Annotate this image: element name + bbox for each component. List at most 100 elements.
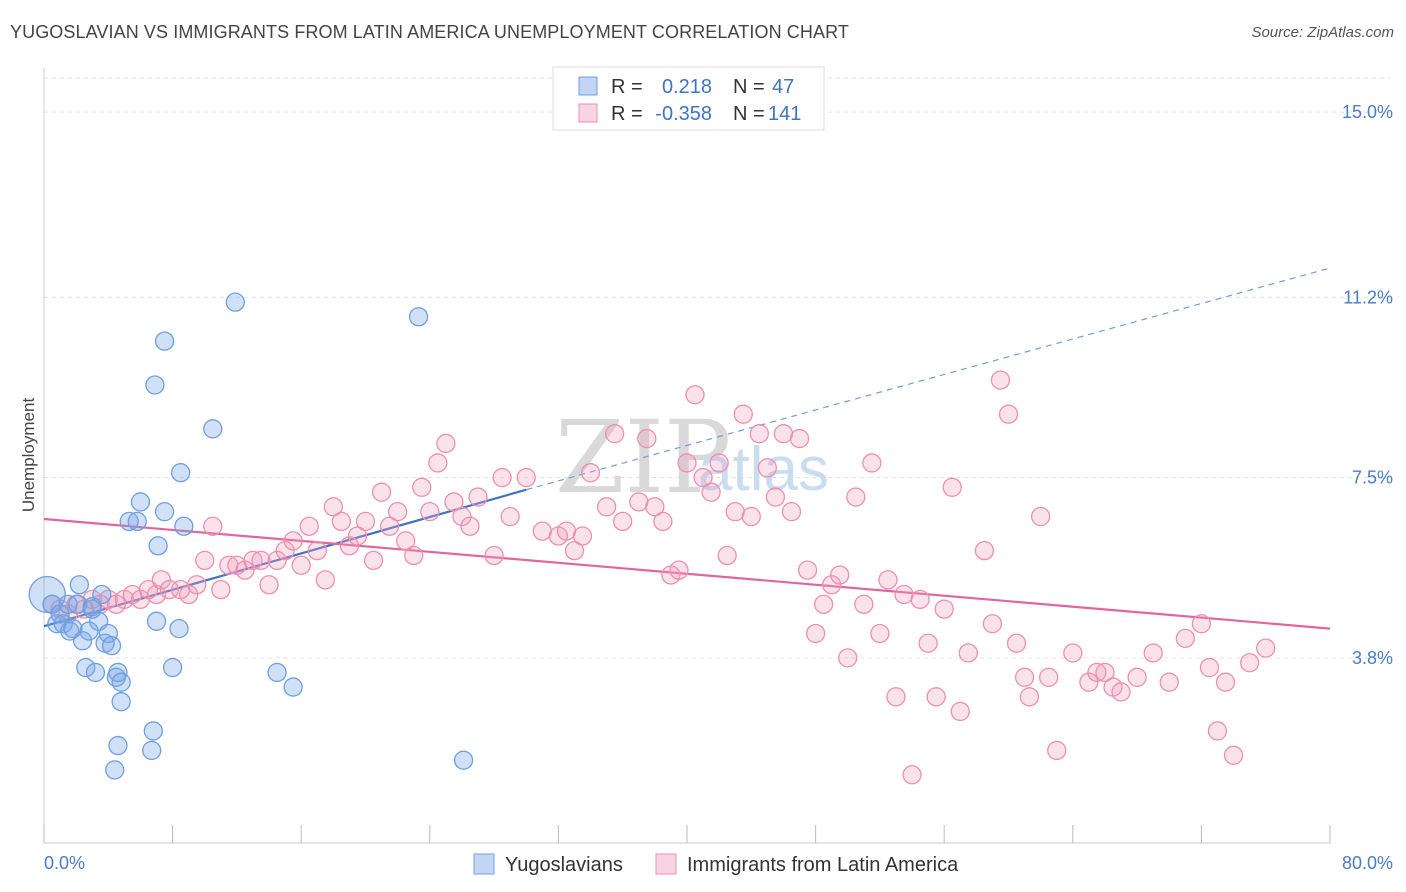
point-latin-america-119 bbox=[1063, 643, 1083, 663]
point-latin-america-106 bbox=[942, 477, 962, 497]
point-yugoslavian-6 bbox=[60, 621, 80, 641]
point-latin-america-78 bbox=[717, 545, 737, 566]
point-yugoslavian-37 bbox=[145, 375, 165, 395]
point-yugoslavian-4 bbox=[53, 614, 73, 634]
point-latin-america-55 bbox=[492, 467, 512, 488]
point-latin-america-84 bbox=[765, 487, 786, 507]
point-latin-america-101 bbox=[902, 765, 922, 785]
point-latin-america-95 bbox=[854, 594, 874, 614]
point-latin-america-107 bbox=[950, 701, 970, 722]
point-latin-america-129 bbox=[1191, 614, 1212, 634]
bottom-legend-swatch-latin-america bbox=[655, 853, 677, 875]
point-latin-america-37 bbox=[339, 536, 360, 556]
point-yugoslavian-27 bbox=[127, 511, 147, 532]
point-yugoslavian-11 bbox=[76, 657, 96, 678]
point-latin-america-19 bbox=[195, 550, 215, 571]
point-latin-america-38 bbox=[347, 526, 368, 546]
point-latin-america-113 bbox=[1006, 633, 1027, 653]
point-latin-america-31 bbox=[291, 555, 311, 575]
point-latin-america-99 bbox=[886, 687, 906, 707]
point-yugoslavian-29 bbox=[142, 740, 162, 761]
point-latin-america-79 bbox=[725, 502, 745, 522]
point-latin-america-29 bbox=[275, 540, 295, 561]
point-latin-america-72 bbox=[669, 560, 689, 580]
point-latin-america-49 bbox=[436, 433, 456, 454]
point-latin-america-36 bbox=[331, 511, 352, 532]
point-latin-america-85 bbox=[773, 424, 794, 444]
point-latin-america-51 bbox=[452, 506, 472, 527]
point-latin-america-41 bbox=[371, 482, 392, 502]
point-latin-america-97 bbox=[870, 623, 890, 644]
point-latin-america-44 bbox=[396, 531, 416, 551]
point-latin-america-124 bbox=[1111, 682, 1131, 702]
point-latin-america-68 bbox=[637, 428, 657, 449]
point-latin-america-109 bbox=[974, 540, 995, 561]
point-yugoslavian-12 bbox=[79, 621, 99, 641]
point-yugoslavian-41 bbox=[267, 662, 287, 683]
point-latin-america-112 bbox=[998, 404, 1019, 424]
y-tick-labels: 3.8% 7.5% 11.2% 15.0% bbox=[1342, 102, 1393, 668]
point-latin-america-35 bbox=[323, 497, 344, 517]
point-latin-america-47 bbox=[420, 502, 440, 522]
point-yugoslavian-22 bbox=[111, 692, 131, 712]
legend-r-label-1: R = bbox=[611, 76, 643, 98]
point-latin-america-39 bbox=[355, 511, 376, 532]
legend-r-label-2: R = bbox=[611, 103, 643, 125]
point-latin-america-115 bbox=[1019, 687, 1040, 707]
point-latin-america-67 bbox=[629, 492, 649, 512]
point-yugoslavian-24 bbox=[108, 735, 128, 756]
point-latin-america-93 bbox=[838, 648, 858, 668]
axes bbox=[43, 68, 1331, 844]
y-axis-label: Unemployment bbox=[19, 398, 38, 513]
point-yugoslavian-33 bbox=[162, 657, 183, 678]
legend-n-label-1: N = bbox=[733, 76, 765, 98]
point-latin-america-94 bbox=[846, 487, 866, 507]
point-latin-america-76 bbox=[701, 482, 721, 502]
point-latin-america-58 bbox=[532, 521, 552, 541]
point-latin-america-130 bbox=[1199, 657, 1220, 678]
point-latin-america-66 bbox=[613, 511, 633, 532]
point-latin-america-104 bbox=[926, 687, 946, 707]
point-latin-america-77 bbox=[709, 453, 729, 473]
point-yugoslavian-23 bbox=[105, 760, 125, 780]
point-latin-america-118 bbox=[1047, 740, 1067, 761]
point-latin-america-111 bbox=[990, 370, 1011, 390]
point-latin-america-42 bbox=[379, 516, 400, 536]
point-latin-america-70 bbox=[653, 511, 673, 532]
point-latin-america-126 bbox=[1143, 643, 1163, 663]
point-yugoslavian-36 bbox=[174, 516, 194, 536]
point-latin-america-45 bbox=[404, 545, 424, 566]
point-yugoslavian-16 bbox=[92, 584, 112, 605]
point-yugoslavian-18 bbox=[98, 623, 118, 644]
point-yugoslavian-19 bbox=[101, 636, 122, 656]
point-latin-america-24 bbox=[235, 560, 255, 580]
point-latin-america-117 bbox=[1039, 667, 1059, 687]
point-latin-america-14 bbox=[151, 570, 171, 590]
legend-r-value-2: -0.358 bbox=[655, 103, 712, 125]
point-latin-america-91 bbox=[822, 575, 842, 595]
point-yugoslavian-9 bbox=[69, 575, 90, 595]
point-yugoslavian-35 bbox=[170, 463, 191, 483]
point-latin-america-26 bbox=[251, 550, 271, 571]
point-yugoslavian-40 bbox=[225, 292, 245, 312]
legend-n-value-1: 47 bbox=[772, 76, 794, 98]
point-latin-america-28 bbox=[267, 550, 287, 571]
point-latin-america-63 bbox=[580, 463, 601, 483]
point-latin-america-122 bbox=[1095, 662, 1115, 683]
point-yugoslavian-38 bbox=[154, 331, 175, 351]
point-yugoslavian-26 bbox=[130, 492, 151, 512]
point-latin-america-100 bbox=[894, 584, 914, 605]
point-yugoslavian-39 bbox=[203, 419, 223, 439]
point-yugoslavian-44 bbox=[453, 750, 474, 770]
point-latin-america-32 bbox=[299, 516, 319, 536]
y-tick-label-1: 7.5% bbox=[1352, 468, 1393, 488]
point-latin-america-135 bbox=[1256, 638, 1276, 658]
bottom-legend-label-yugoslavians: Yugoslavians bbox=[505, 854, 623, 876]
point-latin-america-61 bbox=[564, 540, 585, 561]
point-latin-america-98 bbox=[878, 570, 898, 590]
point-yugoslavian-28 bbox=[143, 721, 163, 741]
top-legend: R = 0.218 N = 47 R = -0.358 N = 141 bbox=[552, 66, 825, 131]
point-latin-america-74 bbox=[685, 385, 705, 405]
point-latin-america-57 bbox=[516, 467, 536, 488]
y-tick-label-0: 3.8% bbox=[1352, 648, 1393, 668]
